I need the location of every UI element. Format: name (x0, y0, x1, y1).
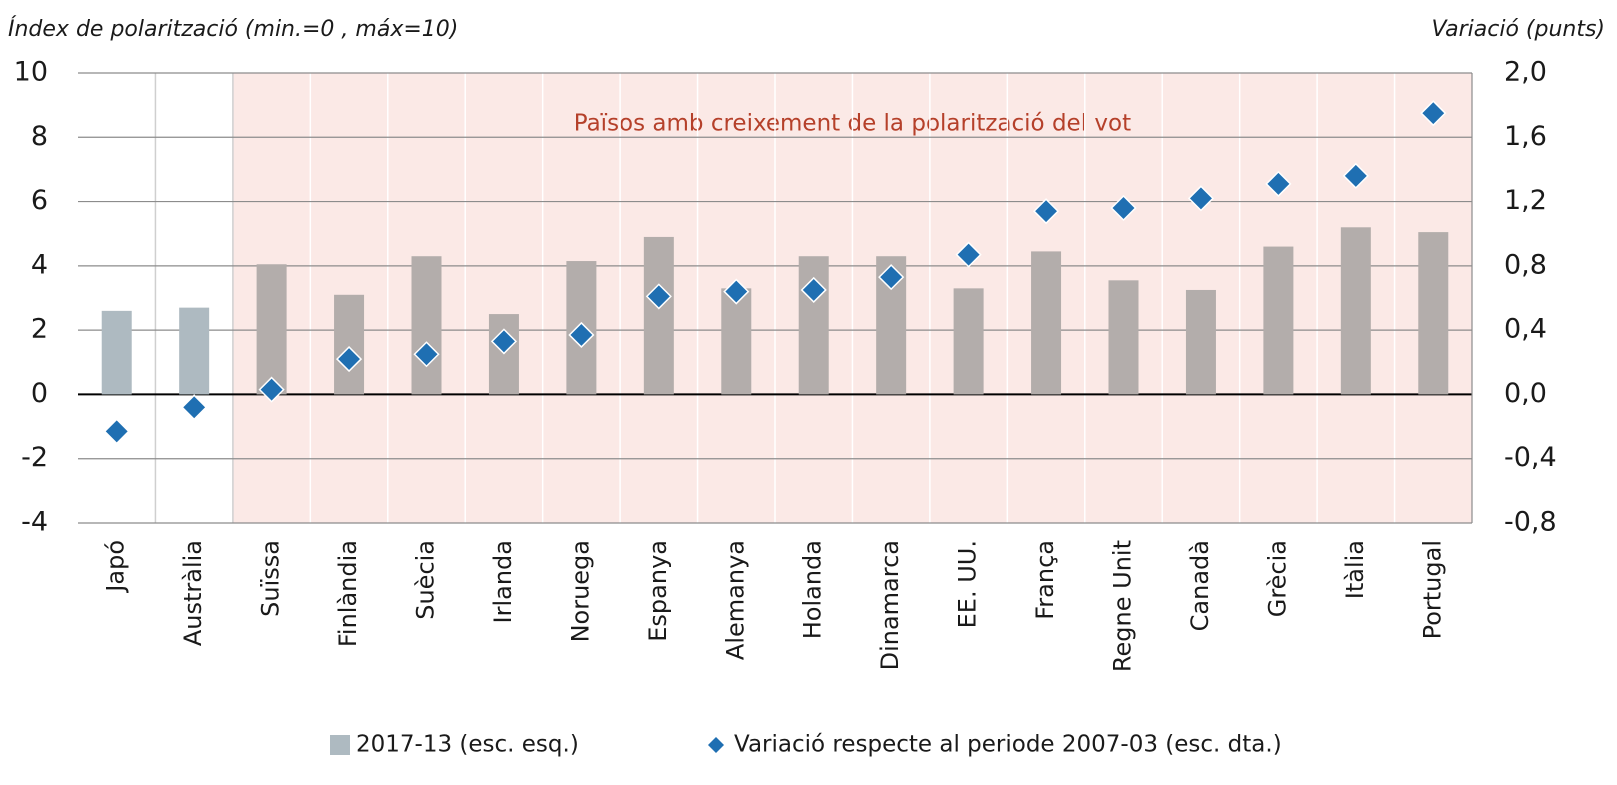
y-tick-label: 0 (31, 378, 48, 409)
diamond-marker (1110, 194, 1137, 222)
diamond-marker (1032, 198, 1060, 225)
bar (953, 288, 984, 395)
y2-tick-label: 2,0 (1504, 57, 1547, 88)
x-tick-label: Austràlia (179, 540, 207, 646)
diamond-marker (955, 241, 982, 268)
bar (179, 307, 210, 395)
y-tick-label: 4 (31, 249, 48, 280)
y-tick-label: 8 (31, 121, 48, 152)
diamond-marker (490, 328, 518, 355)
diamond-marker (258, 376, 285, 403)
bar (1340, 227, 1371, 395)
x-tick-label: Suècia (412, 540, 440, 620)
y-axis-title: Índex de polarització (min.=0 , máx=10) (8, 16, 458, 42)
diamond-marker (723, 278, 750, 305)
x-tick-label: Espanya (644, 540, 672, 642)
diamond-marker (1265, 170, 1292, 197)
x-tick-label: Regne Unit (1109, 540, 1137, 672)
diamond-marker (1342, 162, 1369, 189)
bar (643, 236, 674, 395)
diamond-marker (181, 394, 208, 421)
x-tick-label: Irlanda (489, 540, 517, 623)
legend-swatch (330, 735, 350, 755)
bar (1108, 280, 1139, 395)
y-tick-label: 10 (14, 57, 48, 88)
y2-tick-label: -0,8 (1504, 507, 1557, 538)
y2-tick-label: 0,8 (1504, 249, 1547, 280)
diamond-marker (1420, 100, 1447, 127)
diamond-marker (1187, 185, 1215, 212)
x-tick-label: Itàlia (1341, 540, 1369, 599)
x-tick-label: França (1031, 540, 1059, 620)
x-tick-label: Holanda (799, 540, 827, 639)
y-tick-label: 6 (31, 185, 48, 216)
legend-label: Variació respecte al periode 2007-03 (es… (734, 732, 1282, 758)
diamond-marker (800, 276, 827, 304)
diamond-marker (568, 321, 595, 349)
x-tick-label: Japó (102, 540, 130, 594)
bar (1418, 232, 1449, 395)
x-tick-label: Dinamarca (876, 540, 904, 670)
bar (256, 264, 287, 395)
y2-tick-label: 0,0 (1504, 378, 1547, 409)
bar (334, 294, 365, 395)
y2-axis-title: Variació (punts) (1431, 17, 1605, 42)
x-tick-label: Grècia (1263, 540, 1291, 617)
x-tick-label: Finlàndia (334, 540, 362, 647)
x-tick-label: EE. UU. (954, 540, 982, 628)
y-tick-label: 2 (31, 314, 48, 345)
y2-tick-label: 0,4 (1504, 314, 1547, 345)
diamond-marker (103, 418, 130, 445)
y-tick-label: -2 (21, 442, 48, 473)
diamond-marker (878, 264, 905, 291)
legend-label: 2017-13 (esc. esq.) (356, 732, 579, 758)
bar (721, 288, 752, 395)
diamond-marker (335, 346, 363, 373)
y2-tick-label: 1,6 (1504, 121, 1547, 152)
bar (411, 256, 442, 395)
x-tick-label: Noruega (566, 540, 594, 642)
bar (1185, 289, 1216, 395)
bar (101, 310, 132, 395)
bar (1263, 246, 1294, 395)
diamond-marker (645, 283, 672, 310)
y-tick-label: -4 (21, 507, 48, 538)
x-tick-label: Suïssa (257, 540, 285, 617)
x-tick-label: Alemanya (721, 540, 749, 660)
legend-swatch (708, 737, 724, 753)
y2-tick-label: -0,4 (1504, 442, 1557, 473)
x-tick-label: Canadà (1186, 540, 1214, 631)
y2-tick-label: 1,2 (1504, 185, 1547, 216)
diamond-marker (413, 341, 440, 368)
bar (1031, 251, 1062, 395)
x-tick-label: Portugal (1418, 540, 1446, 639)
